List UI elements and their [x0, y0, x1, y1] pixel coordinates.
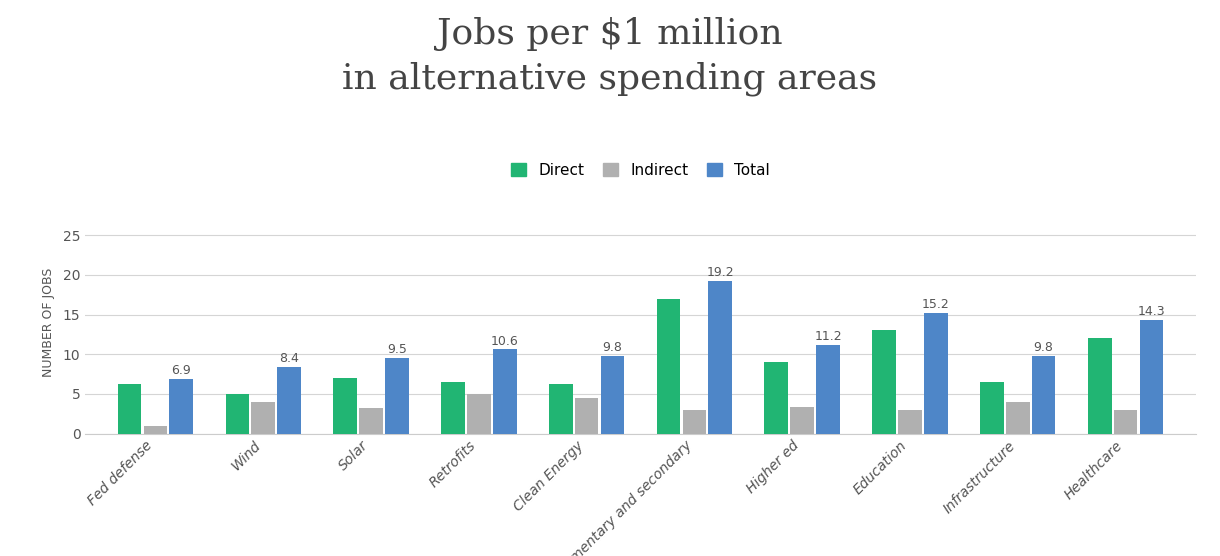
- Bar: [765, 362, 788, 434]
- Bar: [791, 408, 814, 434]
- Text: 19.2: 19.2: [706, 266, 734, 279]
- Bar: [682, 410, 706, 434]
- Bar: [333, 378, 357, 434]
- Bar: [924, 313, 948, 434]
- Bar: [980, 382, 1004, 434]
- Bar: [600, 356, 625, 434]
- Bar: [118, 384, 142, 434]
- Bar: [1114, 410, 1137, 434]
- Bar: [1032, 356, 1055, 434]
- Text: Jobs per $1 million
in alternative spending areas: Jobs per $1 million in alternative spend…: [343, 17, 877, 96]
- Bar: [442, 382, 465, 434]
- Bar: [251, 402, 274, 434]
- Y-axis label: NUMBER OF JOBS: NUMBER OF JOBS: [41, 268, 55, 377]
- Bar: [170, 379, 193, 434]
- Bar: [386, 358, 409, 434]
- Bar: [656, 299, 681, 434]
- Bar: [575, 398, 599, 434]
- Text: 8.4: 8.4: [279, 352, 299, 365]
- Bar: [493, 350, 516, 434]
- Bar: [1088, 339, 1111, 434]
- Bar: [549, 384, 572, 434]
- Legend: Direct, Indirect, Total: Direct, Indirect, Total: [505, 157, 776, 184]
- Bar: [277, 367, 301, 434]
- Text: 6.9: 6.9: [172, 364, 192, 377]
- Bar: [709, 281, 732, 434]
- Bar: [872, 330, 895, 434]
- Bar: [816, 345, 839, 434]
- Text: 15.2: 15.2: [922, 298, 949, 311]
- Text: 10.6: 10.6: [490, 335, 518, 348]
- Text: 9.5: 9.5: [387, 343, 406, 356]
- Bar: [898, 410, 922, 434]
- Text: 14.3: 14.3: [1137, 305, 1165, 318]
- Text: 9.8: 9.8: [603, 341, 622, 354]
- Bar: [144, 426, 167, 434]
- Text: 9.8: 9.8: [1033, 341, 1054, 354]
- Bar: [467, 394, 490, 434]
- Text: 11.2: 11.2: [814, 330, 842, 342]
- Bar: [1006, 402, 1030, 434]
- Bar: [1139, 320, 1163, 434]
- Bar: [226, 394, 249, 434]
- Bar: [359, 408, 383, 434]
